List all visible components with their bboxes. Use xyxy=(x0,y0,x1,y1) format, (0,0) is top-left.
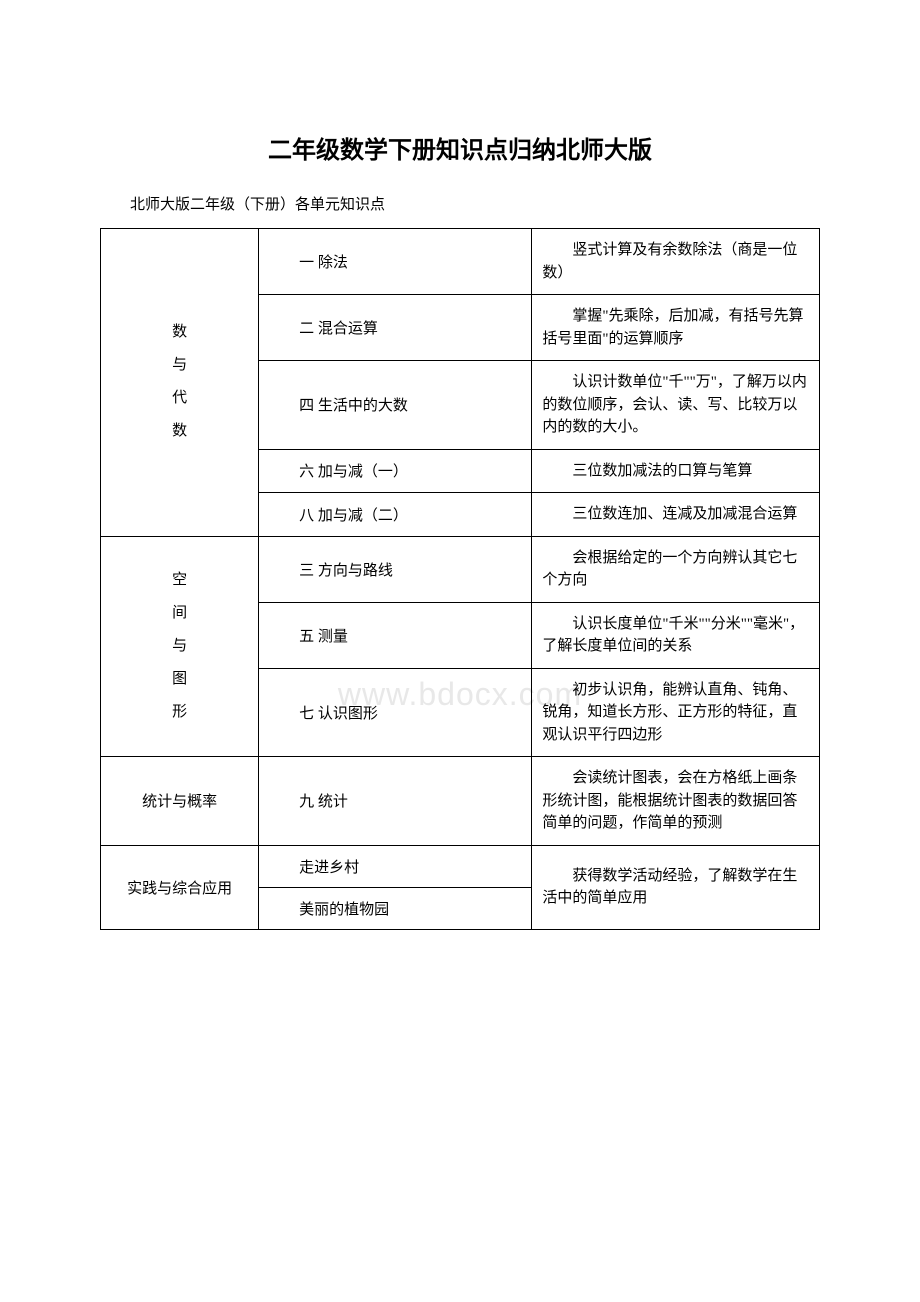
category-char: 代 xyxy=(172,382,187,415)
unit-cell: 一 除法 xyxy=(259,229,532,295)
desc-cell: 会读统计图表，会在方格纸上画条形统计图，能根据统计图表的数据回答简单的问题，作简… xyxy=(532,757,820,846)
desc-cell: 会根据给定的一个方向辨认其它七个方向 xyxy=(532,536,820,602)
table-row: 空 间 与 图 形 三 方向与路线 会根据给定的一个方向辨认其它七个方向 xyxy=(101,536,820,602)
unit-cell: 九 统计 xyxy=(259,757,532,846)
desc-cell: 掌握"先乘除，后加减，有括号先算括号里面"的运算顺序 xyxy=(532,295,820,361)
unit-cell: 三 方向与路线 xyxy=(259,536,532,602)
category-cell: 统计与概率 xyxy=(101,757,259,846)
category-cell: 实践与综合应用 xyxy=(101,845,259,929)
desc-cell: 认识计数单位"千""万"，了解万以内的数位顺序，会认、读、写、比较万以内的数的大… xyxy=(532,361,820,450)
category-char: 空 xyxy=(172,564,187,597)
knowledge-table: 数 与 代 数 一 除法 竖式计算及有余数除法（商是一位数） 二 混合运算 掌握… xyxy=(100,228,820,930)
table-row: 统计与概率 九 统计 会读统计图表，会在方格纸上画条形统计图，能根据统计图表的数… xyxy=(101,757,820,846)
category-char: 图 xyxy=(172,663,187,696)
unit-cell: 走进乡村 xyxy=(259,845,532,887)
table-wrapper: 数 与 代 数 一 除法 竖式计算及有余数除法（商是一位数） 二 混合运算 掌握… xyxy=(100,228,820,930)
category-char: 数 xyxy=(172,316,187,349)
desc-cell: 获得数学活动经验，了解数学在生活中的简单应用 xyxy=(532,845,820,929)
table-row: 数 与 代 数 一 除法 竖式计算及有余数除法（商是一位数） xyxy=(101,229,820,295)
desc-cell: 初步认识角，能辨认直角、钝角、锐角，知道长方形、正方形的特征，直观认识平行四边形 xyxy=(532,668,820,757)
category-char: 形 xyxy=(172,696,187,729)
category-char: 数 xyxy=(172,415,187,448)
subtitle: 北师大版二年级（下册）各单元知识点 xyxy=(100,193,820,214)
table-row: 实践与综合应用 走进乡村 获得数学活动经验，了解数学在生活中的简单应用 xyxy=(101,845,820,887)
desc-cell: 三位数连加、连减及加减混合运算 xyxy=(532,493,820,537)
unit-cell: 六 加与减（一） xyxy=(259,449,532,493)
category-cell: 空 间 与 图 形 xyxy=(101,536,259,757)
unit-cell: 二 混合运算 xyxy=(259,295,532,361)
unit-cell: 四 生活中的大数 xyxy=(259,361,532,450)
desc-cell: 认识长度单位"千米""分米""毫米"，了解长度单位间的关系 xyxy=(532,602,820,668)
category-cell: 数 与 代 数 xyxy=(101,229,259,537)
unit-cell: 美丽的植物园 xyxy=(259,887,532,929)
unit-cell: 七 认识图形 xyxy=(259,668,532,757)
unit-cell: 五 测量 xyxy=(259,602,532,668)
desc-cell: 竖式计算及有余数除法（商是一位数） xyxy=(532,229,820,295)
category-char: 与 xyxy=(172,349,187,382)
desc-cell: 三位数加减法的口算与笔算 xyxy=(532,449,820,493)
category-char: 间 xyxy=(172,597,187,630)
category-char: 与 xyxy=(172,630,187,663)
page-title: 二年级数学下册知识点归纳北师大版 xyxy=(100,130,820,165)
unit-cell: 八 加与减（二） xyxy=(259,493,532,537)
